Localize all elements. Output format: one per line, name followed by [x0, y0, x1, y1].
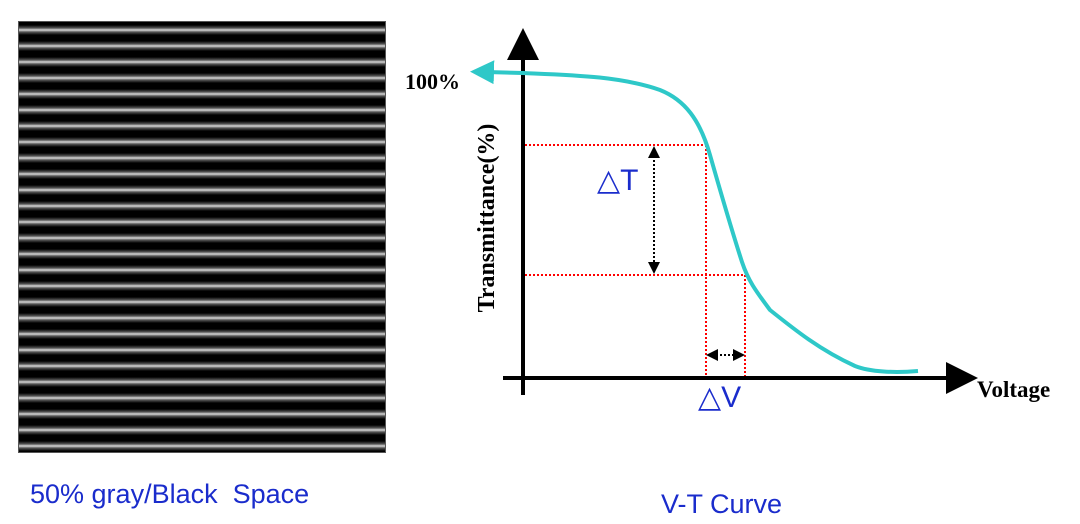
curve-caption: V-T Curve — [661, 489, 783, 519]
top-label: 100% — [405, 69, 460, 94]
vt-curve — [470, 60, 919, 374]
guide-lines — [525, 144, 746, 376]
striped-pattern-image — [18, 21, 386, 453]
x-axis-label: Voltage — [977, 377, 1050, 402]
y-axis-label: Transmittance(%) — [474, 124, 500, 313]
pattern-caption: 50% gray/Black Space — [30, 479, 310, 509]
delta-v-label: △V — [698, 381, 741, 414]
delta-t-label: △T — [597, 164, 638, 197]
